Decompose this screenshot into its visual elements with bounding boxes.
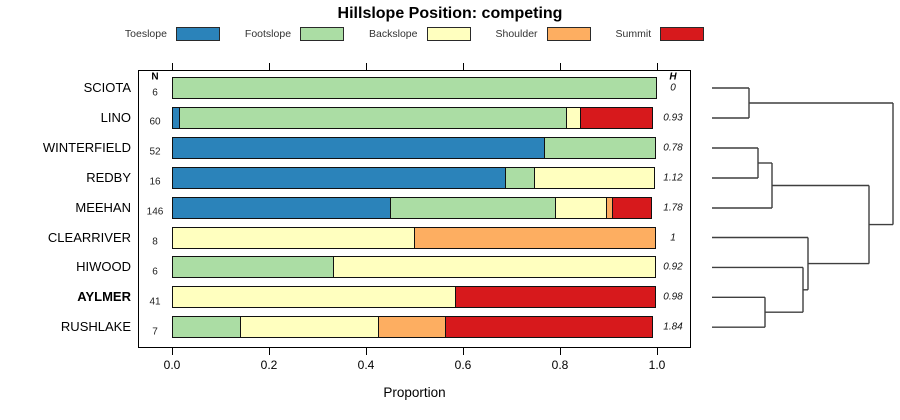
bar-segment-footslope — [172, 77, 657, 99]
tick-top — [172, 63, 174, 70]
bar-segment-summit — [612, 196, 653, 219]
row-label-aylmer: AYLMER — [77, 289, 131, 305]
tick-top — [269, 63, 271, 70]
tick-top — [366, 63, 368, 70]
row-label-winterfield: WINTERFIELD — [42, 139, 131, 155]
legend-item-footslope: Footslope — [244, 27, 345, 41]
h-value: 0.98 — [663, 291, 683, 303]
stacked-bar — [172, 106, 654, 129]
h-value: 1.12 — [663, 172, 683, 184]
row-label-redby: REDBY — [86, 169, 131, 185]
legend-label: Summit — [615, 28, 652, 40]
legend-item-backslope: Backslope — [369, 27, 471, 41]
legend-item-toeslope: Toeslope — [125, 27, 220, 41]
bar-segment-summit — [445, 316, 654, 339]
legend-swatch — [426, 27, 471, 41]
bar-segment-summit — [454, 286, 656, 309]
n-value: 7 — [152, 326, 158, 338]
legend-swatch — [660, 27, 705, 41]
h-column-header: H — [669, 71, 677, 83]
row-label-lino: LINO — [100, 109, 131, 125]
stacked-bar — [172, 77, 657, 99]
tick-label: 0.4 — [357, 358, 375, 372]
n-value: 60 — [149, 116, 161, 128]
plot-box — [138, 70, 691, 348]
n-value: 41 — [149, 296, 161, 308]
legend-swatch — [300, 27, 345, 41]
tick-top — [560, 63, 562, 70]
bar-segment-footslope — [543, 136, 656, 159]
stacked-bar — [172, 286, 656, 309]
x-axis-label: Proportion — [383, 385, 446, 400]
legend-label: Shoulder — [495, 28, 538, 40]
row-label-rushlake: RUSHLAKE — [60, 319, 131, 335]
tick-bottom — [269, 348, 271, 355]
h-value: 1 — [670, 232, 676, 243]
n-value: 16 — [149, 176, 161, 188]
n-value: 6 — [152, 87, 158, 98]
row-label-meehan: MEEHAN — [75, 199, 131, 215]
row-label-sciota: SCIOTA — [83, 80, 131, 95]
row-label-hiwood: HIWOOD — [76, 259, 131, 275]
tick-label: 0.0 — [163, 358, 181, 372]
tick-label: 0.2 — [260, 358, 278, 372]
stacked-bar — [172, 256, 656, 279]
legend-swatch — [175, 27, 220, 41]
stacked-bar — [172, 316, 654, 339]
tick-top — [657, 63, 659, 70]
n-value: 8 — [152, 236, 158, 248]
tick-bottom — [463, 348, 465, 355]
h-value: 1.78 — [663, 202, 683, 214]
stacked-bar — [172, 226, 656, 249]
bar-segment-backslope — [533, 166, 655, 189]
legend-item-summit: Summit — [616, 27, 705, 41]
chart-title: Hillslope Position: competing — [337, 5, 563, 22]
legend: Toeslope Footslope Backslope Shoulder Summit — [125, 25, 705, 43]
legend-label: Toeslope — [124, 28, 167, 40]
row-label-clearriver: CLEARRIVER — [47, 229, 131, 245]
tick-bottom — [560, 348, 562, 355]
tick-bottom — [366, 348, 368, 355]
h-value: 0.93 — [663, 112, 683, 124]
bar-segment-summit — [580, 106, 654, 129]
tick-label: 0.6 — [454, 358, 472, 372]
stacked-bar — [172, 196, 653, 219]
stacked-bar — [172, 136, 656, 159]
tick-bottom — [172, 348, 174, 355]
legend-item-shoulder: Shoulder — [496, 27, 591, 41]
h-value: 0 — [670, 82, 676, 94]
tick-label: 0.8 — [551, 358, 569, 372]
tick-top — [463, 63, 465, 70]
bar-segment-shoulder — [413, 226, 656, 249]
h-value: 1.84 — [663, 321, 683, 333]
stacked-bar — [172, 166, 655, 189]
bar-segment-backslope — [332, 256, 656, 279]
legend-label: Footslope — [244, 28, 292, 40]
h-value: 0.92 — [663, 261, 683, 273]
n-column-header: N — [151, 71, 159, 83]
legend-swatch — [546, 27, 591, 41]
n-value: 146 — [146, 206, 164, 218]
tick-label: 1.0 — [648, 358, 666, 372]
legend-label: Backslope — [369, 28, 418, 40]
tick-bottom — [657, 348, 659, 355]
h-value: 0.78 — [663, 142, 683, 154]
n-value: 52 — [149, 146, 161, 158]
n-value: 6 — [152, 266, 158, 278]
